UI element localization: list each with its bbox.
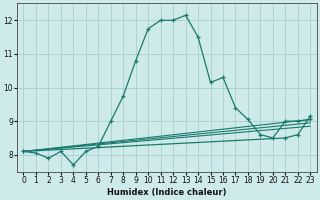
X-axis label: Humidex (Indice chaleur): Humidex (Indice chaleur) [107,188,227,197]
